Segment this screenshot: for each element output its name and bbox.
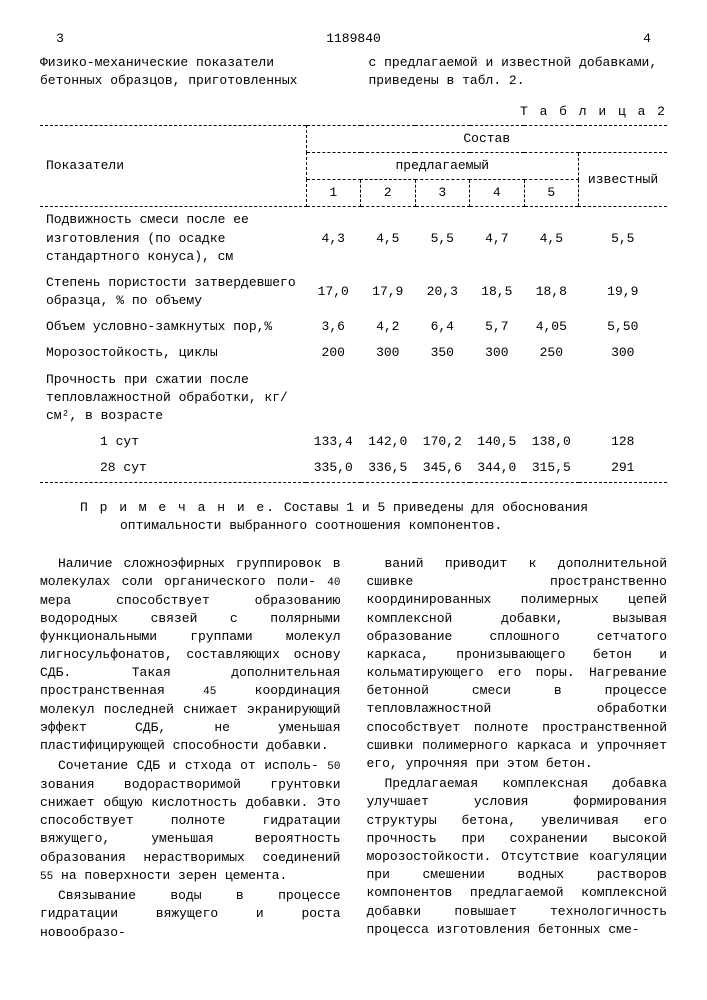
- cell: 5,7: [470, 314, 525, 340]
- page-number-right: 4: [627, 30, 667, 48]
- cell: 5,5: [579, 207, 667, 270]
- table-row: 28 сут335,0336,5345,6344,0315,5291: [40, 455, 667, 482]
- table-row: Прочность при сжатии после тепловлажност…: [40, 367, 667, 430]
- cell: [361, 367, 416, 430]
- cell: 4,7: [470, 207, 525, 270]
- line-number: 50: [327, 761, 340, 773]
- cell: 140,5: [470, 429, 525, 455]
- cell: 128: [579, 429, 667, 455]
- col-2: 2: [361, 180, 416, 207]
- table-row: Морозостойкость, циклы200300350300250300: [40, 340, 667, 366]
- col-3: 3: [415, 180, 470, 207]
- paragraph: Связывание воды в процессе гидратации вя…: [40, 887, 341, 942]
- cell: [306, 367, 361, 430]
- row-label: Степень пористости затвердевшего образца…: [40, 270, 306, 314]
- page-header: 3 1189840 4: [40, 30, 667, 48]
- cell: 291: [579, 455, 667, 482]
- cell: 6,4: [415, 314, 470, 340]
- table-row: Подвижность смеси после ее изготовления …: [40, 207, 667, 270]
- data-table: Показатели Состав предлагаемый известный…: [40, 125, 667, 483]
- intro-paragraph: Физико-механические показатели бетонных …: [40, 54, 667, 90]
- paragraph: ваний приводит к дополнительной сшивке п…: [367, 555, 668, 773]
- cell: 335,0: [306, 455, 361, 482]
- col-4: 4: [470, 180, 525, 207]
- paragraph: Предлагаемая комплексная добавка улучшае…: [367, 775, 668, 939]
- cell: 350: [415, 340, 470, 366]
- document-number: 1189840: [80, 30, 627, 48]
- table-caption: Т а б л и ц а 2: [40, 103, 667, 121]
- cell: 4,05: [524, 314, 579, 340]
- cell: 17,9: [361, 270, 416, 314]
- paragraph: Наличие сложноэфирных группировок в моле…: [40, 555, 341, 755]
- cell: [470, 367, 525, 430]
- cell: 133,4: [306, 429, 361, 455]
- row-label: Прочность при сжатии после тепловлажност…: [40, 367, 306, 430]
- cell: 345,6: [415, 455, 470, 482]
- cell: 4,3: [306, 207, 361, 270]
- table-row: 1 сут133,4142,0170,2140,5138,0128: [40, 429, 667, 455]
- cell: 4,5: [524, 207, 579, 270]
- cell: 19,9: [579, 270, 667, 314]
- cell: 17,0: [306, 270, 361, 314]
- row-label: Подвижность смеси после ее изготовления …: [40, 207, 306, 270]
- cell: 4,5: [361, 207, 416, 270]
- table-body: Подвижность смеси после ее изготовления …: [40, 207, 667, 482]
- line-number: 45: [203, 686, 216, 698]
- intro-left: Физико-механические показатели бетонных …: [40, 54, 339, 90]
- col-1: 1: [306, 180, 361, 207]
- cell: [524, 367, 579, 430]
- table-row: Объем условно-замкнутых пор,%3,64,26,45,…: [40, 314, 667, 340]
- cell: 315,5: [524, 455, 579, 482]
- body-text: Наличие сложноэфирных группировок в моле…: [40, 555, 667, 942]
- intro-right: с предлагаемой и известной добавками, пр…: [369, 54, 668, 90]
- note-label: П р и м е ч а н и е.: [80, 500, 276, 515]
- row-label: Объем условно-замкнутых пор,%: [40, 314, 306, 340]
- cell: 4,2: [361, 314, 416, 340]
- row-label: Морозостойкость, циклы: [40, 340, 306, 366]
- row-label: 28 сут: [40, 455, 306, 482]
- line-number: 40: [327, 577, 340, 589]
- row-label: 1 сут: [40, 429, 306, 455]
- cell: 170,2: [415, 429, 470, 455]
- col-known: известный: [579, 152, 667, 206]
- table-note: П р и м е ч а н и е. Составы 1 и 5 приве…: [80, 499, 667, 535]
- col-composition: Состав: [306, 125, 667, 152]
- cell: 5,5: [415, 207, 470, 270]
- page-number-left: 3: [40, 30, 80, 48]
- cell: 300: [470, 340, 525, 366]
- cell: 344,0: [470, 455, 525, 482]
- cell: 300: [361, 340, 416, 366]
- cell: 250: [524, 340, 579, 366]
- col-indicators: Показатели: [40, 125, 306, 207]
- table-row: Степень пористости затвердевшего образца…: [40, 270, 667, 314]
- col-5: 5: [524, 180, 579, 207]
- cell: 18,5: [470, 270, 525, 314]
- cell: [415, 367, 470, 430]
- col-proposed: предлагаемый: [306, 152, 579, 179]
- cell: 3,6: [306, 314, 361, 340]
- paragraph: Сочетание СДБ и стхода от исполь- 50 зов…: [40, 757, 341, 885]
- line-number: 55: [40, 871, 53, 883]
- cell: 336,5: [361, 455, 416, 482]
- cell: 142,0: [361, 429, 416, 455]
- cell: 300: [579, 340, 667, 366]
- cell: 5,50: [579, 314, 667, 340]
- cell: 200: [306, 340, 361, 366]
- cell: 20,3: [415, 270, 470, 314]
- cell: [579, 367, 667, 430]
- cell: 18,8: [524, 270, 579, 314]
- cell: 138,0: [524, 429, 579, 455]
